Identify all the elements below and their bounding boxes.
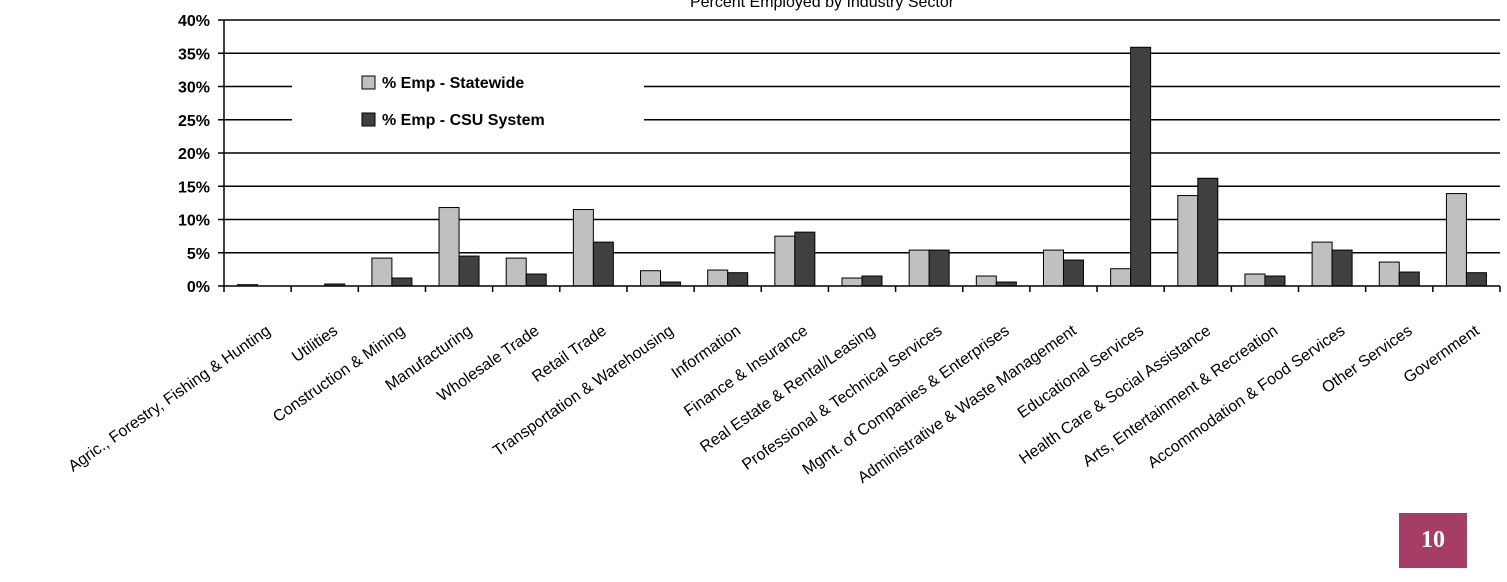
legend-label-statewide: % Emp - Statewide (382, 75, 524, 92)
bar-statewide (975, 275, 997, 287)
y-tick-label: 25% (178, 113, 210, 130)
y-tick-label: 30% (178, 80, 210, 97)
legend: % Emp - Statewide % Emp - CSU System (292, 65, 644, 135)
bar-statewide (1445, 193, 1467, 287)
bar-csu (928, 249, 950, 287)
x-tick-label: Finance & Insurance (681, 322, 811, 420)
bar-statewide (774, 235, 796, 287)
bar-statewide (707, 269, 729, 287)
bar-statewide (1378, 261, 1400, 287)
bar-csu (525, 273, 547, 287)
x-tick-label: Utilities (289, 322, 341, 366)
y-tick-label: 20% (178, 146, 210, 163)
bar-statewide (1177, 195, 1199, 287)
bars (237, 46, 1487, 287)
y-tick-label: 0% (187, 279, 210, 296)
y-tick-label: 40% (178, 13, 210, 30)
bar-statewide (640, 270, 662, 287)
legend-swatch-csu (361, 112, 376, 127)
bar-csu (391, 277, 413, 287)
bar-statewide (371, 257, 393, 287)
bar-csu (458, 255, 480, 287)
y-tick-label: 15% (178, 179, 210, 196)
y-tick-labels: 0% 5% 10% 15% 20% 25% 30% 35% 40% (178, 13, 210, 296)
bar-csu (1264, 275, 1286, 287)
bar-csu (1062, 259, 1084, 287)
bar-csu (1130, 46, 1152, 287)
legend-swatch-statewide (361, 75, 376, 90)
bar-statewide (505, 257, 527, 287)
x-tick-label: Agric., Forestry, Fishing & Hunting (66, 322, 274, 475)
bar-csu (1331, 249, 1353, 287)
gridlines (224, 19, 1500, 254)
y-tick-label: 35% (178, 46, 210, 63)
bar-statewide (908, 249, 930, 287)
bar-csu (727, 272, 749, 287)
bar-statewide (1244, 273, 1266, 287)
bar-csu (1197, 177, 1219, 287)
bar-csu (1398, 271, 1420, 287)
bar-statewide (1311, 241, 1333, 287)
bar-csu (1465, 272, 1487, 287)
bar-statewide (572, 209, 594, 287)
legend-label-csu: % Emp - CSU System (382, 112, 545, 129)
chart-title: Percent Employed by Industry Sector (690, 0, 955, 11)
y-tick-label: 10% (178, 213, 210, 230)
axes (218, 19, 1501, 292)
bar-csu (794, 231, 816, 287)
x-tick-label: Educational Services (1015, 322, 1147, 422)
bar-statewide (1042, 249, 1064, 287)
y-tick-label: 5% (187, 246, 210, 263)
legend-background (292, 65, 644, 135)
bar-csu (592, 241, 614, 287)
x-tick-label: Construction & Mining (270, 322, 408, 426)
bar-statewide (1110, 268, 1132, 287)
bar-csu (861, 275, 883, 287)
x-tick-label: Government (1401, 322, 1483, 387)
x-tick-labels: Agric., Forestry, Fishing & Hunting Utili… (66, 322, 1484, 487)
bar-statewide (841, 277, 863, 287)
bar-statewide (438, 207, 460, 287)
page-number-badge: 10 (1399, 513, 1467, 568)
